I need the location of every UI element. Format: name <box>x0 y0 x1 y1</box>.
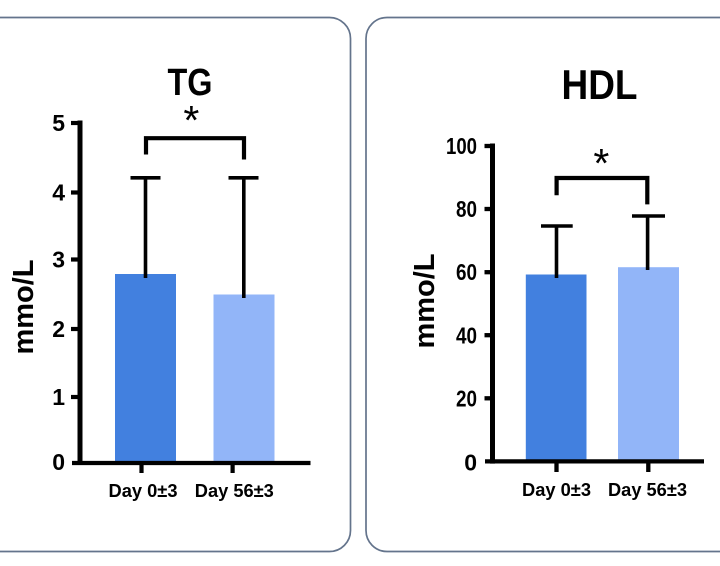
svg-text:3: 3 <box>52 247 65 273</box>
svg-text:*: * <box>183 97 199 143</box>
svg-text:HDL: HDL <box>562 61 638 108</box>
svg-text:TG: TG <box>168 62 213 104</box>
svg-text:Day 0±3: Day 0±3 <box>109 481 178 501</box>
svg-text:80: 80 <box>456 196 477 222</box>
svg-text:Day 56±3: Day 56±3 <box>195 481 274 501</box>
svg-text:mmo/L: mmo/L <box>8 259 40 354</box>
svg-text:*: * <box>593 140 609 186</box>
svg-text:20: 20 <box>456 386 477 412</box>
svg-text:40: 40 <box>456 323 477 349</box>
svg-text:4: 4 <box>52 180 65 206</box>
svg-text:60: 60 <box>456 259 477 285</box>
svg-text:2: 2 <box>52 316 65 342</box>
svg-text:0: 0 <box>52 449 65 475</box>
svg-text:1: 1 <box>52 384 65 410</box>
svg-text:Day 0±3: Day 0±3 <box>522 480 591 500</box>
svg-text:mmo/L: mmo/L <box>409 253 441 348</box>
svg-text:100: 100 <box>446 133 477 159</box>
svg-text:0: 0 <box>464 450 477 476</box>
svg-text:Day 56±3: Day 56±3 <box>608 480 687 500</box>
svg-text:5: 5 <box>52 110 65 136</box>
